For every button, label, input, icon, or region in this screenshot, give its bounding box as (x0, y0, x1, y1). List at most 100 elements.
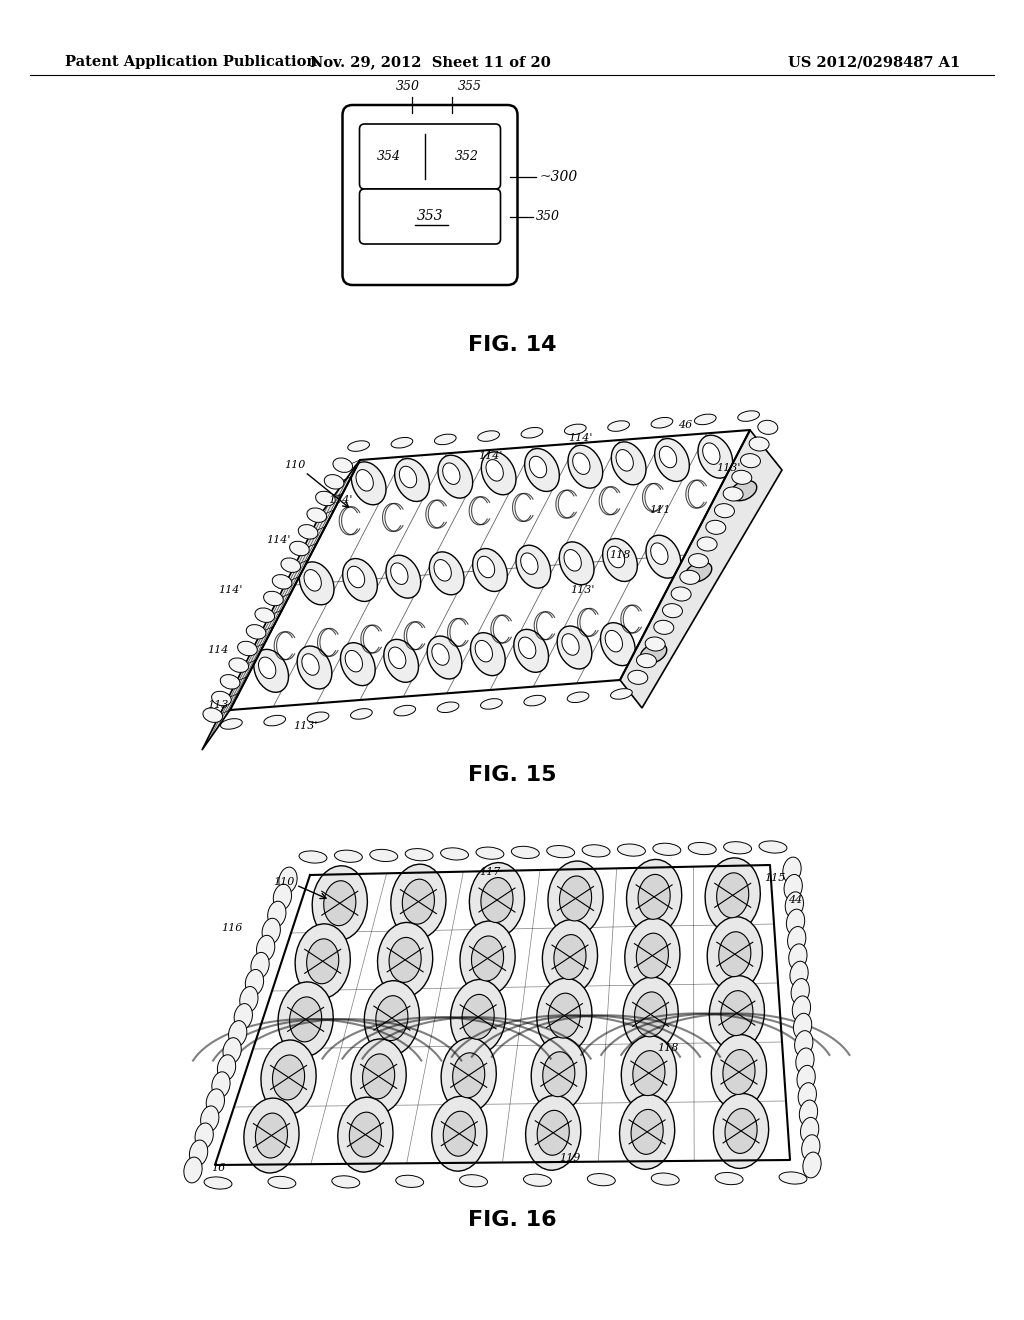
Ellipse shape (434, 560, 452, 581)
Text: 113': 113' (716, 463, 740, 473)
Ellipse shape (460, 1175, 487, 1187)
Text: 353: 353 (417, 210, 443, 223)
Ellipse shape (518, 638, 536, 659)
Ellipse shape (244, 1098, 299, 1173)
Ellipse shape (653, 620, 674, 635)
Ellipse shape (783, 857, 801, 883)
Polygon shape (202, 459, 360, 750)
Ellipse shape (279, 867, 297, 892)
Text: 355: 355 (458, 81, 482, 92)
Ellipse shape (290, 541, 309, 556)
Ellipse shape (511, 846, 540, 858)
Ellipse shape (315, 491, 335, 506)
Ellipse shape (394, 458, 429, 502)
Ellipse shape (588, 1173, 615, 1185)
Ellipse shape (343, 558, 377, 602)
Ellipse shape (306, 939, 339, 983)
Ellipse shape (788, 944, 807, 970)
Ellipse shape (234, 1003, 253, 1030)
Text: FIG. 14: FIG. 14 (468, 335, 556, 355)
Ellipse shape (351, 1039, 407, 1114)
Ellipse shape (758, 420, 778, 434)
Ellipse shape (350, 709, 373, 719)
Ellipse shape (524, 449, 559, 491)
Ellipse shape (478, 430, 500, 441)
Ellipse shape (356, 470, 374, 491)
Ellipse shape (646, 535, 681, 578)
Ellipse shape (279, 982, 333, 1057)
Ellipse shape (706, 858, 760, 933)
Ellipse shape (654, 438, 689, 482)
Ellipse shape (365, 981, 420, 1056)
Ellipse shape (272, 1055, 304, 1100)
Ellipse shape (796, 1048, 814, 1073)
Ellipse shape (554, 935, 586, 979)
Ellipse shape (307, 508, 327, 523)
Ellipse shape (785, 892, 804, 917)
Text: 117: 117 (479, 867, 501, 876)
Ellipse shape (204, 1177, 232, 1189)
Ellipse shape (345, 651, 362, 672)
Ellipse shape (349, 1113, 381, 1158)
Ellipse shape (261, 1040, 316, 1115)
Text: 114': 114' (328, 495, 352, 506)
Ellipse shape (572, 453, 590, 474)
Ellipse shape (715, 504, 734, 517)
Ellipse shape (794, 1014, 812, 1039)
Ellipse shape (797, 1065, 815, 1092)
Ellipse shape (469, 862, 524, 937)
Ellipse shape (195, 1123, 213, 1148)
Ellipse shape (636, 933, 669, 978)
Text: 44: 44 (787, 895, 802, 906)
Ellipse shape (212, 692, 231, 706)
Ellipse shape (623, 977, 678, 1052)
Ellipse shape (651, 417, 673, 428)
Ellipse shape (688, 842, 716, 854)
Ellipse shape (298, 524, 317, 539)
Ellipse shape (795, 1031, 813, 1056)
Ellipse shape (568, 445, 603, 488)
Ellipse shape (516, 545, 551, 589)
Ellipse shape (723, 487, 743, 502)
Ellipse shape (295, 924, 350, 999)
Ellipse shape (268, 1176, 296, 1188)
Ellipse shape (548, 861, 603, 936)
Ellipse shape (384, 639, 419, 682)
Text: 354: 354 (377, 150, 401, 162)
Text: 114': 114' (266, 535, 290, 545)
Ellipse shape (688, 553, 709, 568)
Ellipse shape (671, 587, 691, 601)
Ellipse shape (476, 847, 504, 859)
Ellipse shape (325, 475, 344, 490)
Ellipse shape (557, 626, 592, 669)
Ellipse shape (625, 919, 680, 993)
Text: US 2012/0298487 A1: US 2012/0298487 A1 (787, 55, 961, 69)
Ellipse shape (480, 698, 502, 709)
Ellipse shape (388, 647, 406, 668)
Ellipse shape (653, 843, 681, 855)
Ellipse shape (759, 841, 787, 853)
Text: 114: 114 (207, 645, 228, 655)
Ellipse shape (708, 917, 763, 991)
Ellipse shape (712, 1035, 767, 1110)
Ellipse shape (790, 961, 808, 987)
Ellipse shape (562, 634, 580, 655)
Ellipse shape (543, 1052, 574, 1097)
Ellipse shape (399, 466, 417, 488)
Ellipse shape (297, 645, 332, 689)
Ellipse shape (543, 920, 598, 994)
Text: 118: 118 (657, 1043, 679, 1053)
FancyBboxPatch shape (342, 106, 517, 285)
Ellipse shape (702, 444, 720, 465)
Ellipse shape (378, 923, 433, 998)
Ellipse shape (521, 428, 543, 438)
Text: ~300: ~300 (540, 170, 578, 183)
Ellipse shape (386, 556, 421, 598)
Ellipse shape (800, 1100, 817, 1126)
Ellipse shape (698, 436, 733, 478)
Text: 118: 118 (609, 550, 631, 560)
Ellipse shape (548, 993, 581, 1038)
Text: 110: 110 (285, 459, 306, 470)
Ellipse shape (605, 631, 623, 652)
Ellipse shape (719, 932, 751, 977)
